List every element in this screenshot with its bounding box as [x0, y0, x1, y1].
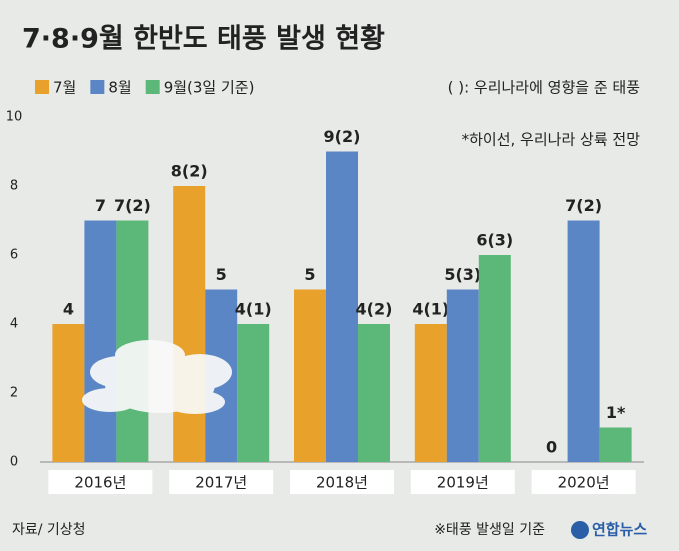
value-label: 4(1): [412, 300, 449, 319]
value-label: 8(2): [171, 162, 208, 181]
y-tick-label: 10: [6, 110, 23, 125]
y-tick-label: 0: [10, 455, 18, 470]
y-tick-label: 4: [10, 317, 18, 332]
y-tick-label: 8: [10, 179, 18, 194]
value-label: 7(2): [565, 196, 602, 215]
value-label: 5: [216, 265, 227, 284]
x-label-box: [531, 470, 636, 494]
value-label: 4(1): [235, 300, 272, 319]
logo: 연합뉴스: [592, 521, 647, 539]
value-label: 4(2): [356, 300, 393, 319]
bar: [599, 427, 632, 462]
value-label: 5(3): [444, 265, 481, 284]
x-label-box: [48, 470, 153, 494]
plot: 0 2 4 6 8 10 7월 8월 9월(3일 기준) 2016년 4 7 7(2) 2017년 8(2)…: [6, 79, 644, 494]
annotation: ( ): 우리나라에 영향을 준 태풍: [448, 79, 640, 97]
value-label: 4: [63, 300, 74, 319]
annotation: *하이선, 우리나라 상륙 전망: [462, 131, 641, 149]
legend-label: 9월(3일 기준): [164, 79, 255, 97]
logo-icon: [571, 521, 589, 539]
y-tick-label: 6: [10, 248, 18, 263]
x-tick-label: 2020년: [558, 474, 610, 492]
legend-swatch: [90, 80, 105, 94]
value-label: 7: [95, 196, 106, 215]
x-tick-label: 2016년: [74, 474, 126, 492]
bar: [414, 324, 447, 462]
value-label: 7(2): [114, 196, 151, 215]
bar: [478, 255, 511, 462]
legend-swatch: [145, 80, 160, 94]
bar: [446, 289, 479, 462]
value-label: 5: [304, 265, 315, 284]
bar: [173, 186, 206, 462]
bar: [567, 220, 600, 462]
value-label: 6(3): [476, 231, 513, 250]
legend-label: 8월: [108, 79, 131, 97]
bar: [237, 324, 270, 462]
x-label-box: [169, 470, 274, 494]
x-tick-label: 2019년: [437, 474, 489, 492]
x-tick-label: 2018년: [316, 474, 368, 492]
bar: [358, 324, 390, 462]
value-label: 9(2): [324, 127, 361, 146]
bar: [294, 289, 326, 462]
chart-title: 7·8·9월 한반도 태풍 발생 현황: [22, 24, 385, 55]
y-tick-label: 2: [10, 386, 18, 401]
value-label: 0: [546, 438, 557, 457]
source: 자료/ 기상청: [12, 522, 86, 538]
typhoon-cloud: [82, 340, 232, 414]
x-label-box: [410, 470, 515, 494]
x-label-box: [290, 470, 394, 494]
bar: [84, 220, 117, 462]
legend-label: 7월: [53, 79, 76, 97]
value-label: 1*: [606, 403, 626, 422]
bar: [326, 151, 358, 462]
x-tick-label: 2017년: [195, 474, 247, 492]
annotation: ※태풍 발생일 기준: [434, 522, 545, 538]
legend-swatch: [35, 80, 49, 94]
bar: [52, 324, 85, 462]
